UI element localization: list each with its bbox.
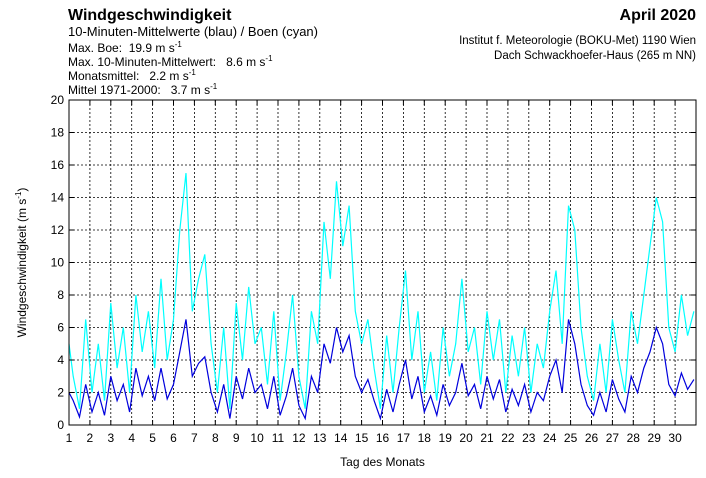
x-tick-label: 7 <box>191 431 198 445</box>
x-tick-label: 24 <box>543 431 557 445</box>
x-tick-label: 28 <box>627 431 641 445</box>
x-tick-label: 16 <box>376 431 390 445</box>
x-tick-label: 18 <box>418 431 432 445</box>
y-tick-label: 6 <box>57 321 64 335</box>
x-tick-label: 15 <box>355 431 369 445</box>
x-tick-label: 4 <box>128 431 135 445</box>
stat-max-mean: Max. 10-Minuten-Mittelwert: 8.6 m s-1 <box>68 54 273 69</box>
gust-series-line <box>68 173 695 409</box>
stat-climate-mean: Mittel 1971-2000: 3.7 m s-1 <box>68 82 218 97</box>
x-tick-label: 8 <box>212 431 219 445</box>
y-tick-label: 14 <box>51 191 65 205</box>
y-tick-label: 16 <box>51 158 65 172</box>
y-tick-label: 2 <box>57 386 64 400</box>
x-tick-label: 23 <box>522 431 536 445</box>
chart-title: Windgeschwindigkeit <box>68 7 232 24</box>
x-tick-label: 17 <box>397 431 411 445</box>
y-tick-label: 20 <box>51 93 65 107</box>
institute-line-2: Dach Schwackhoefer-Haus (265 m NN) <box>494 50 696 62</box>
x-tick-label: 27 <box>606 431 620 445</box>
x-tick-label: 14 <box>334 431 348 445</box>
institute-line-1: Institut f. Meteorologie (BOKU-Met) 1190… <box>459 35 696 47</box>
y-tick-label: 8 <box>57 288 64 302</box>
x-tick-label: 12 <box>292 431 306 445</box>
x-tick-label: 3 <box>107 431 114 445</box>
chart-subtitle: 10-Minuten-Mittelwerte (blau) / Boen (cy… <box>68 24 318 39</box>
x-tick-label: 21 <box>480 431 494 445</box>
x-tick-label: 22 <box>501 431 515 445</box>
x-tick-label: 20 <box>459 431 473 445</box>
x-tick-label: 9 <box>233 431 240 445</box>
mean-series-line <box>68 319 695 421</box>
y-tick-label: 18 <box>51 126 65 140</box>
y-axis-label: Windgeschwindigkeit (m s-1) <box>14 188 29 338</box>
x-tick-label: 19 <box>439 431 453 445</box>
stat-max-gust: Max. Boe: 19.9 m s-1 <box>68 40 182 55</box>
x-tick-label: 26 <box>585 431 599 445</box>
y-tick-label: 10 <box>51 256 65 270</box>
x-tick-label: 30 <box>668 431 682 445</box>
x-tick-label: 25 <box>564 431 578 445</box>
month-label: April 2020 <box>619 7 696 24</box>
stat-month-mean: Monatsmittel: 2.2 m s-1 <box>68 68 196 83</box>
x-tick-label: 1 <box>66 431 73 445</box>
x-tick-label: 2 <box>87 431 94 445</box>
x-tick-label: 29 <box>648 431 662 445</box>
y-tick-label: 0 <box>57 418 64 432</box>
x-tick-label: 10 <box>250 431 264 445</box>
x-tick-label: 6 <box>170 431 177 445</box>
x-tick-label: 13 <box>313 431 327 445</box>
x-tick-label: 5 <box>149 431 156 445</box>
x-tick-label: 11 <box>272 431 285 445</box>
y-tick-label: 4 <box>57 353 64 367</box>
y-tick-label: 12 <box>51 223 65 237</box>
x-axis-label: Tag des Monats <box>340 455 425 469</box>
